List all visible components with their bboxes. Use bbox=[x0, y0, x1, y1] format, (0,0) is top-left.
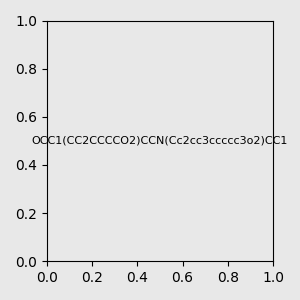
Text: OCC1(CC2CCCCO2)CCN(Cc2cc3ccccc3o2)CC1: OCC1(CC2CCCCO2)CCN(Cc2cc3ccccc3o2)CC1 bbox=[32, 136, 288, 146]
